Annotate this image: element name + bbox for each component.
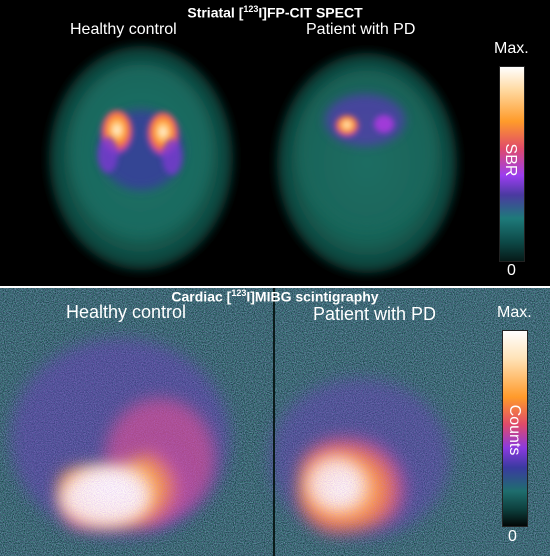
brain-scans bbox=[49, 46, 457, 273]
label-healthy-control: Healthy control bbox=[66, 302, 187, 322]
striatal-colorbar bbox=[499, 66, 525, 262]
striatal-colorbar-min: 0 bbox=[507, 262, 516, 279]
cardiac-colorbar-max: Max. bbox=[497, 304, 532, 321]
title-pre: Striatal [ bbox=[187, 4, 244, 21]
title-post: I]FP-CIT SPECT bbox=[258, 4, 363, 21]
cardiac-colorbar-label: Counts bbox=[506, 404, 523, 456]
cardiac-mibg-panel: Cardiac [123I]MIBG scintigraphy Healthy … bbox=[0, 288, 550, 556]
striatal-panel-title: Striatal [123I]FP-CIT SPECT bbox=[0, 4, 550, 21]
cardiac-scans bbox=[0, 288, 550, 556]
title-sup: 123 bbox=[243, 4, 259, 14]
striatal-colorbar-label: SBR bbox=[502, 143, 519, 177]
label-patient-pd: Patient with PD bbox=[306, 21, 416, 38]
healthy-brain-scan bbox=[49, 46, 233, 270]
title-post: I]MIBG scintigraphy bbox=[246, 288, 379, 305]
striatal-colorbar-max: Max. bbox=[494, 40, 529, 57]
cardiac-panel-title: Cardiac [123I]MIBG scintigraphy bbox=[0, 288, 550, 305]
label-healthy-control: Healthy control bbox=[70, 21, 177, 38]
title-sup: 123 bbox=[231, 288, 247, 298]
label-patient-pd: Patient with PD bbox=[313, 304, 437, 324]
striatal-spect-panel: Striatal [123I]FP-CIT SPECT Healthy cont… bbox=[0, 0, 550, 286]
cardiac-colorbar-min: 0 bbox=[508, 528, 517, 545]
pd-brain-scan bbox=[277, 53, 457, 273]
title-pre: Cardiac [ bbox=[171, 288, 232, 305]
cardiac-colorbar bbox=[502, 330, 528, 527]
